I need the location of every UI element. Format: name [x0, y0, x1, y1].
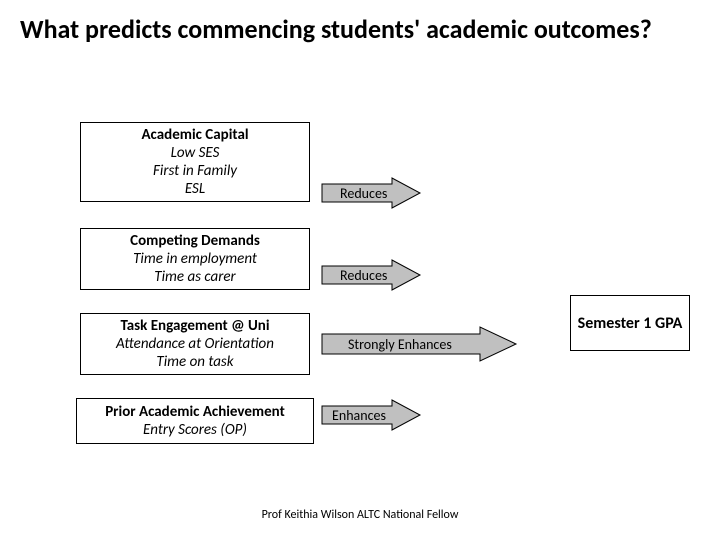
box-outcome: Semester 1 GPA — [570, 295, 690, 351]
box-item: Time on task — [156, 353, 233, 371]
box-heading: Competing Demands — [130, 232, 260, 250]
footer-text: Prof Keithia Wilson ALTC National Fellow — [0, 508, 720, 522]
box-item: First in Family — [153, 162, 237, 180]
box-item: Time in employment — [133, 250, 257, 268]
box-prior-achievement: Prior Academic Achievement Entry Scores … — [76, 398, 314, 444]
box-heading: Academic Capital — [141, 126, 248, 144]
box-item: Time as carer — [154, 268, 235, 286]
slide-title: What predicts commencing students' acade… — [20, 15, 700, 45]
arrow-label: Reduces — [340, 267, 387, 284]
box-heading: Prior Academic Achievement — [105, 403, 285, 421]
box-item: Entry Scores (OP) — [143, 421, 247, 439]
box-item: Low SES — [171, 144, 220, 162]
box-item: Attendance at Orientation — [116, 335, 274, 353]
arrow-label: Reduces — [340, 185, 387, 202]
box-task-engagement: Task Engagement @ Uni Attendance at Orie… — [80, 313, 310, 375]
box-item: ESL — [185, 180, 205, 198]
arrow-label: Strongly Enhances — [348, 336, 452, 353]
arrow-label: Enhances — [332, 407, 386, 424]
box-heading: Semester 1 GPA — [578, 314, 683, 333]
box-heading: Task Engagement @ Uni — [120, 317, 269, 335]
box-academic-capital: Academic Capital Low SES First in Family… — [80, 122, 310, 202]
box-competing-demands: Competing Demands Time in employment Tim… — [80, 228, 310, 290]
